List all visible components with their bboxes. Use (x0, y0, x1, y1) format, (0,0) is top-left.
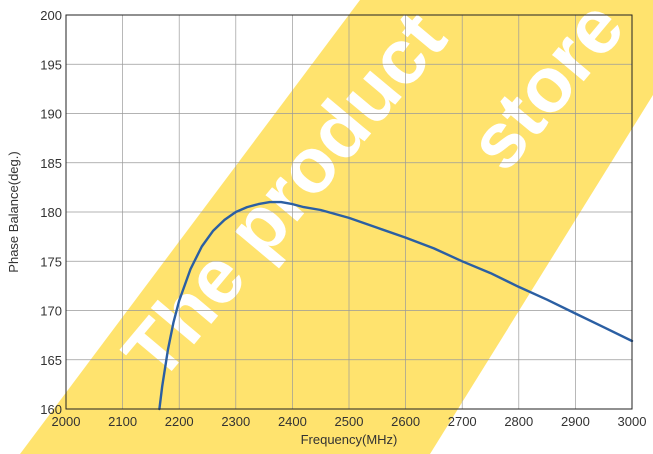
y-tick-label: 175 (40, 254, 62, 269)
x-tick-label: 2900 (561, 414, 590, 429)
x-tick-label: 3000 (618, 414, 647, 429)
y-axis-title: Phase Balance(deg.) (6, 151, 21, 272)
x-axis-title: Frequency(MHz) (301, 432, 398, 447)
x-tick-label: 2500 (335, 414, 364, 429)
y-tick-label: 180 (40, 205, 62, 220)
y-tick-labels: 160 165 170 175 180 185 190 195 200 (40, 8, 62, 417)
x-tick-label: 2200 (165, 414, 194, 429)
series-line (158, 200, 634, 411)
watermark: The product store (20, 0, 653, 454)
y-tick-label: 165 (40, 353, 62, 368)
y-tick-label: 195 (40, 57, 62, 72)
x-tick-label: 2800 (504, 414, 533, 429)
x-tick-label: 2000 (52, 414, 81, 429)
y-tick-label: 170 (40, 304, 62, 319)
y-tick-label: 190 (40, 107, 62, 122)
x-tick-label: 2400 (278, 414, 307, 429)
y-tick-label: 185 (40, 156, 62, 171)
x-tick-labels: 2000 2100 2200 2300 2400 2500 2600 2700 2800 2900… (52, 414, 647, 429)
y-tick-label: 160 (40, 402, 62, 417)
y-tick-label: 200 (40, 8, 62, 23)
plot-frame (65, 14, 633, 410)
x-tick-label: 2100 (108, 414, 137, 429)
x-tick-label: 2300 (221, 414, 250, 429)
x-tick-label: 2600 (391, 414, 420, 429)
x-tick-label: 2700 (448, 414, 477, 429)
